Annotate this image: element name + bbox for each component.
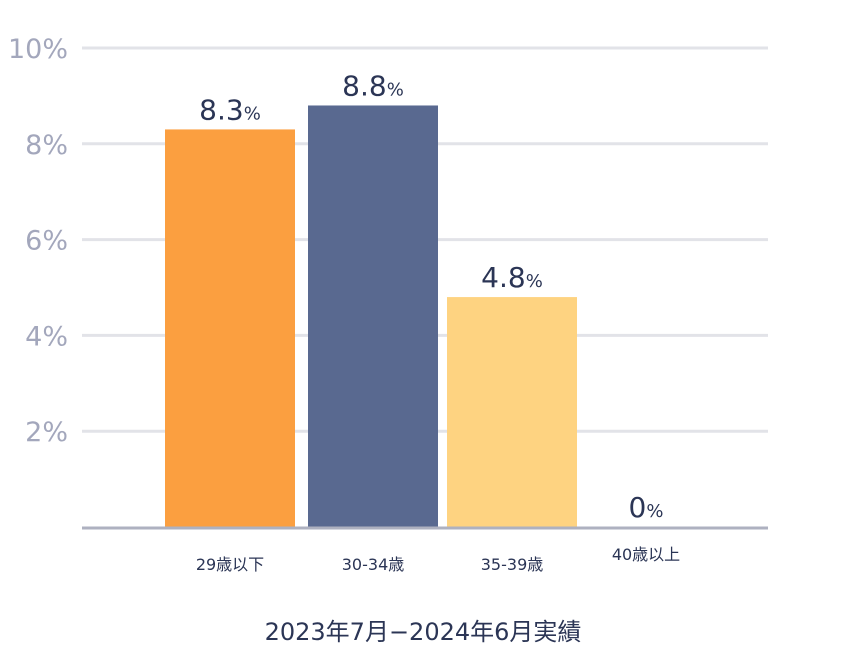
value-unit: % [387, 79, 404, 100]
category-label: 35-39歳 [481, 555, 544, 574]
y-tick-label: 2% [25, 417, 68, 448]
bar [165, 129, 295, 527]
bar [447, 297, 577, 527]
category-label: 40歳以上 [612, 545, 680, 564]
category-labels: 29歳以下 30-34歳 35-39歳 40歳以上 [196, 545, 680, 574]
x-axis-caption: 2023年7月−2024年6月実績 [265, 618, 582, 646]
y-tick-label: 10% [8, 34, 68, 65]
bars [165, 105, 577, 527]
value-label: 8.3% [199, 93, 261, 126]
value-number: 0 [629, 491, 647, 524]
value-number: 8.8 [342, 69, 387, 102]
value-label: 0% [629, 491, 664, 524]
category-label: 30-34歳 [342, 555, 405, 574]
y-tick-label: 8% [25, 130, 68, 161]
value-number: 8.3 [199, 93, 244, 126]
category-label: 29歳以下 [196, 555, 264, 574]
y-tick-label: 4% [25, 321, 68, 352]
value-unit: % [244, 103, 261, 124]
value-number: 4.8 [481, 261, 526, 294]
value-label: 4.8% [481, 261, 543, 294]
value-unit: % [646, 501, 663, 522]
value-label: 8.8% [342, 69, 404, 102]
value-unit: % [526, 271, 543, 292]
y-tick-label: 6% [25, 226, 68, 257]
y-axis-ticks: 2% 4% 6% 8% 10% [8, 34, 68, 448]
value-labels: 8.3%8.8%4.8%0% [199, 69, 663, 524]
bar [308, 105, 438, 527]
